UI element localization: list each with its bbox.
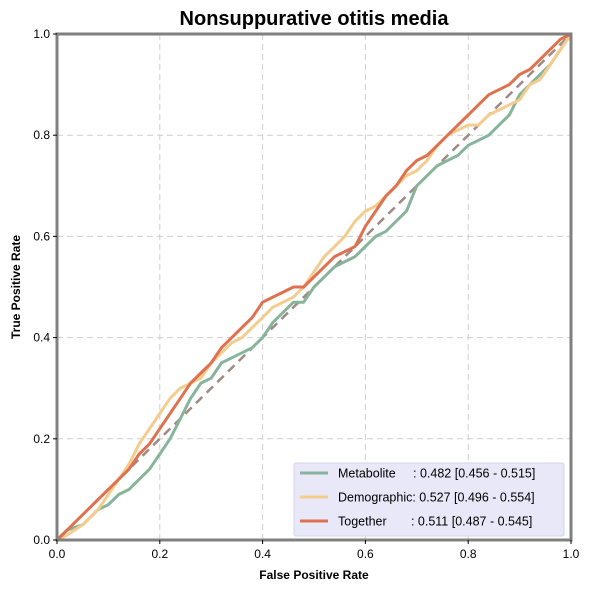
x-tick-label: 0.6 [357, 547, 374, 561]
legend-box [293, 462, 565, 537]
legend-label: Together : 0.511 [0.487 - 0.545] [338, 515, 532, 529]
y-tick-label: 0.4 [33, 331, 50, 345]
x-axis-label: False Positive Rate [259, 568, 369, 582]
series-line-demographic [55, 32, 573, 542]
x-tick-label: 0.8 [460, 547, 477, 561]
x-tick-label: 0.2 [151, 547, 168, 561]
y-axis-label: True Positive Rate [9, 235, 23, 339]
legend-label: Metabolite : 0.482 [0.456 - 0.515] [338, 467, 535, 481]
series-line-metabolite [55, 32, 573, 542]
y-tick-label: 0.2 [33, 432, 50, 446]
chart-title: Nonsuppurative otitis media [180, 8, 450, 30]
x-tick-label: 0.4 [254, 547, 271, 561]
series-line-together [55, 32, 573, 542]
series-layer [55, 32, 573, 542]
legend: Metabolite : 0.482 [0.456 - 0.515] Demogr… [293, 462, 565, 537]
x-tick-label: 1.0 [563, 547, 580, 561]
x-tick-label: 0.0 [49, 547, 66, 561]
y-tick-label: 0.6 [33, 229, 50, 243]
y-tick-label: 0.0 [33, 533, 50, 547]
legend-label: Demographic: 0.527 [0.496 - 0.554] [338, 491, 535, 505]
x-axis-ticks: 0.0 0.2 0.4 0.6 0.8 1.0 [49, 540, 580, 561]
y-tick-label: 1.0 [33, 27, 50, 41]
y-tick-label: 0.8 [33, 128, 50, 142]
y-axis-ticks: 0.0 0.2 0.4 0.6 0.8 1.0 [33, 27, 57, 547]
plot-frame [55, 32, 573, 542]
